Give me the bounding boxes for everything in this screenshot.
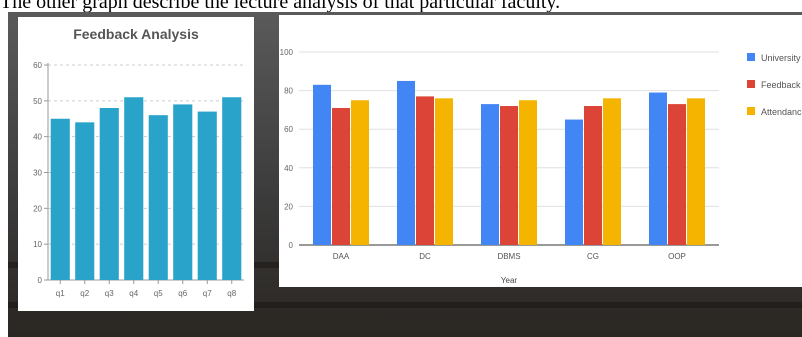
bar — [332, 107, 350, 245]
legend-label: University — [761, 53, 801, 63]
y-tick-label: 50 — [33, 97, 42, 106]
bar — [124, 97, 144, 280]
x-tick-label: q3 — [105, 289, 114, 298]
x-tick-label: q4 — [129, 289, 138, 298]
feedback-analysis-panel: Feedback Analysis 0 10 20 30 40 50 60 q1 q2 q3 q4 q5… — [18, 17, 254, 311]
x-tick-label: DBMS — [497, 252, 520, 261]
bar — [148, 115, 168, 281]
bar — [435, 98, 453, 245]
bar — [603, 98, 621, 245]
bar — [687, 98, 705, 245]
x-tick-label: q7 — [203, 289, 212, 298]
bar — [649, 92, 667, 245]
y-tick-label: 0 — [289, 241, 294, 250]
x-tick-label: CG — [587, 252, 599, 261]
y-tick-label: 40 — [284, 164, 293, 173]
legend-label: Attendance — [761, 107, 802, 117]
bar — [584, 106, 602, 245]
y-tick-label: 60 — [284, 125, 293, 134]
x-tick-label: OOP — [668, 252, 686, 261]
bar — [313, 84, 331, 245]
bar — [197, 111, 217, 280]
x-axis-label: Year — [501, 276, 518, 285]
bar — [500, 106, 518, 245]
y-tick-label: 40 — [33, 133, 42, 142]
bar — [75, 122, 95, 280]
y-tick-label: 20 — [284, 202, 293, 211]
page-caption: The other graph describe the lecture ana… — [0, 0, 561, 13]
bar — [397, 80, 415, 245]
feedback-analysis-chart: Feedback Analysis 0 10 20 30 40 50 60 q1 q2 q3 q4 q5… — [33, 26, 244, 298]
x-tick-label: q6 — [178, 289, 187, 298]
bar — [99, 108, 119, 280]
x-tick-label: q2 — [80, 289, 89, 298]
x-tick-label: q1 — [56, 289, 65, 298]
bar — [351, 100, 369, 245]
legend-swatch — [747, 80, 755, 88]
bar — [173, 104, 193, 281]
y-tick-label: 10 — [33, 240, 42, 249]
bar — [481, 104, 499, 245]
legend-swatch — [747, 53, 755, 61]
x-tick-label: DC — [419, 252, 431, 261]
bar — [416, 96, 434, 245]
y-tick-label: 0 — [38, 276, 43, 285]
bar — [519, 100, 537, 245]
comparison-panel: 0 20 40 60 80 100 DAA DC DBMS CG OOP Year University… — [279, 15, 802, 287]
y-tick-label: 20 — [33, 204, 42, 213]
shelf-line — [8, 302, 802, 308]
y-tick-label: 80 — [284, 87, 293, 96]
x-tick-label: DAA — [333, 252, 350, 261]
bar — [50, 118, 70, 280]
y-tick-label: 60 — [33, 61, 42, 70]
bar — [222, 97, 242, 280]
bar — [668, 104, 686, 245]
x-tick-label: q8 — [227, 289, 236, 298]
chart-title: Feedback Analysis — [73, 26, 199, 42]
legend-swatch — [747, 107, 755, 115]
x-tick-label: q5 — [154, 289, 163, 298]
bar — [565, 119, 583, 245]
legend-label: Feedback — [761, 80, 801, 90]
y-tick-label: 100 — [280, 48, 294, 57]
y-tick-label: 30 — [33, 169, 42, 178]
comparison-chart: 0 20 40 60 80 100 DAA DC DBMS CG OOP Year University… — [280, 48, 802, 285]
